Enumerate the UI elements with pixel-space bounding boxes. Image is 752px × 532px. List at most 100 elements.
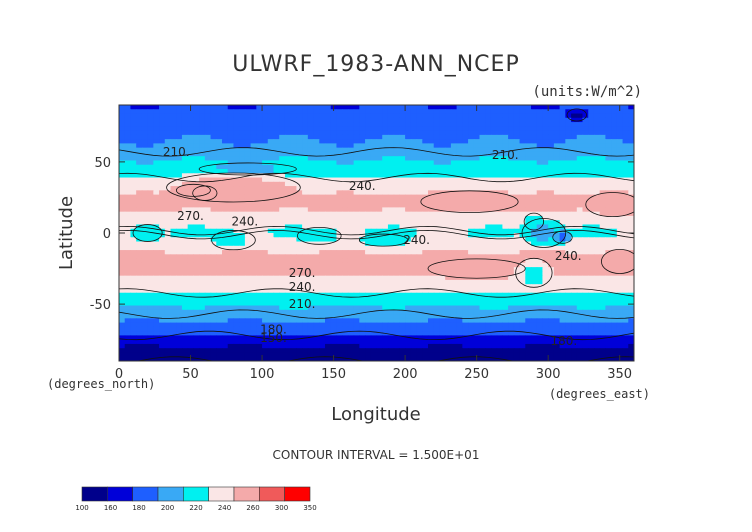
heat-cell (256, 215, 263, 221)
heat-cell (159, 233, 166, 238)
heat-cell (422, 134, 429, 140)
heat-cell (325, 224, 332, 230)
heat-cell (468, 224, 475, 230)
heat-cell (233, 224, 240, 230)
heat-cell (204, 156, 212, 162)
heat-cell (239, 339, 246, 345)
heat-cell (347, 245, 355, 251)
heat-cell (525, 335, 532, 341)
heat-cell (279, 151, 286, 157)
heat-cell (588, 292, 595, 298)
heat-cell (382, 271, 389, 277)
heat-cell (450, 331, 458, 336)
heat-cell (479, 211, 486, 217)
heat-cell (176, 297, 183, 302)
heat-cell (302, 190, 309, 196)
heat-cell (239, 143, 246, 149)
heat-cell (204, 134, 212, 140)
heat-cell (496, 177, 503, 183)
heat-cell (347, 105, 355, 110)
heat-cell (376, 211, 383, 217)
heat-cell (204, 258, 212, 264)
heat-cell (153, 241, 160, 247)
heat-cell (307, 177, 315, 183)
heat-cell (576, 318, 584, 324)
heat-cell (325, 169, 332, 174)
heat-cell (170, 275, 177, 281)
heat-cell (325, 301, 332, 307)
heat-cell (290, 194, 297, 200)
heat-cell (559, 160, 566, 166)
heat-cell (250, 326, 257, 332)
heat-cell (233, 151, 240, 157)
heat-cell (204, 181, 212, 187)
heat-cell (370, 228, 378, 234)
heat-cell (525, 181, 532, 187)
heat-cell (508, 139, 515, 144)
heat-cell (296, 203, 303, 208)
heat-cell (593, 177, 601, 183)
heat-cell (284, 130, 292, 136)
heat-cell (170, 126, 177, 132)
heat-cell (267, 254, 275, 260)
heat-cell (147, 314, 154, 319)
heat-cell (531, 143, 538, 149)
heat-cell (462, 126, 469, 132)
heat-cell (216, 211, 223, 217)
heat-cell (513, 164, 521, 170)
heat-cell (468, 237, 475, 243)
heat-cell (239, 194, 246, 200)
heat-cell (422, 224, 429, 230)
heat-cell (204, 314, 212, 319)
heat-cell (628, 262, 634, 268)
heat-cell (593, 275, 601, 281)
heat-cell (542, 233, 549, 238)
heat-cell (428, 203, 435, 208)
heat-cell (433, 292, 441, 298)
heat-cell (353, 126, 360, 132)
heat-cell (136, 173, 143, 179)
heat-cell (284, 173, 292, 179)
heat-cell (319, 147, 326, 153)
heat-cell (273, 173, 280, 179)
heat-cell (445, 245, 452, 251)
heat-cell (490, 271, 498, 277)
heat-cell (159, 203, 166, 208)
heat-cell (513, 279, 521, 285)
heat-cell (336, 258, 343, 264)
heat-cell (599, 207, 606, 213)
heat-cell (628, 275, 634, 281)
heat-cell (302, 292, 309, 298)
heat-cell (462, 130, 469, 136)
heat-cell (136, 169, 143, 174)
heat-cell (536, 211, 544, 217)
heat-cell (479, 177, 486, 183)
heat-cell (473, 211, 481, 217)
heat-cell (199, 271, 206, 277)
heat-cell (450, 279, 458, 285)
heat-cell (130, 139, 137, 144)
heat-cell (468, 169, 475, 174)
heat-cell (130, 245, 137, 251)
heat-cell (531, 181, 538, 187)
heat-cell (605, 267, 612, 272)
heat-cell (513, 292, 521, 298)
heat-cell (382, 151, 389, 157)
heat-cell (525, 173, 532, 179)
heat-cell (565, 122, 572, 127)
heat-cell (193, 105, 200, 110)
heat-cell (239, 275, 246, 281)
heat-cell (244, 335, 252, 341)
heat-cell (548, 297, 555, 302)
heat-cell (588, 318, 595, 324)
heat-cell (565, 139, 572, 144)
heat-cell (513, 181, 521, 187)
heat-cell (250, 122, 257, 127)
heat-cell (210, 156, 217, 162)
heat-cell (216, 181, 223, 187)
heat-cell (227, 151, 235, 157)
heat-cell (147, 339, 154, 345)
heat-cell (147, 207, 154, 213)
heat-cell (416, 258, 423, 264)
heat-cell (342, 284, 349, 290)
